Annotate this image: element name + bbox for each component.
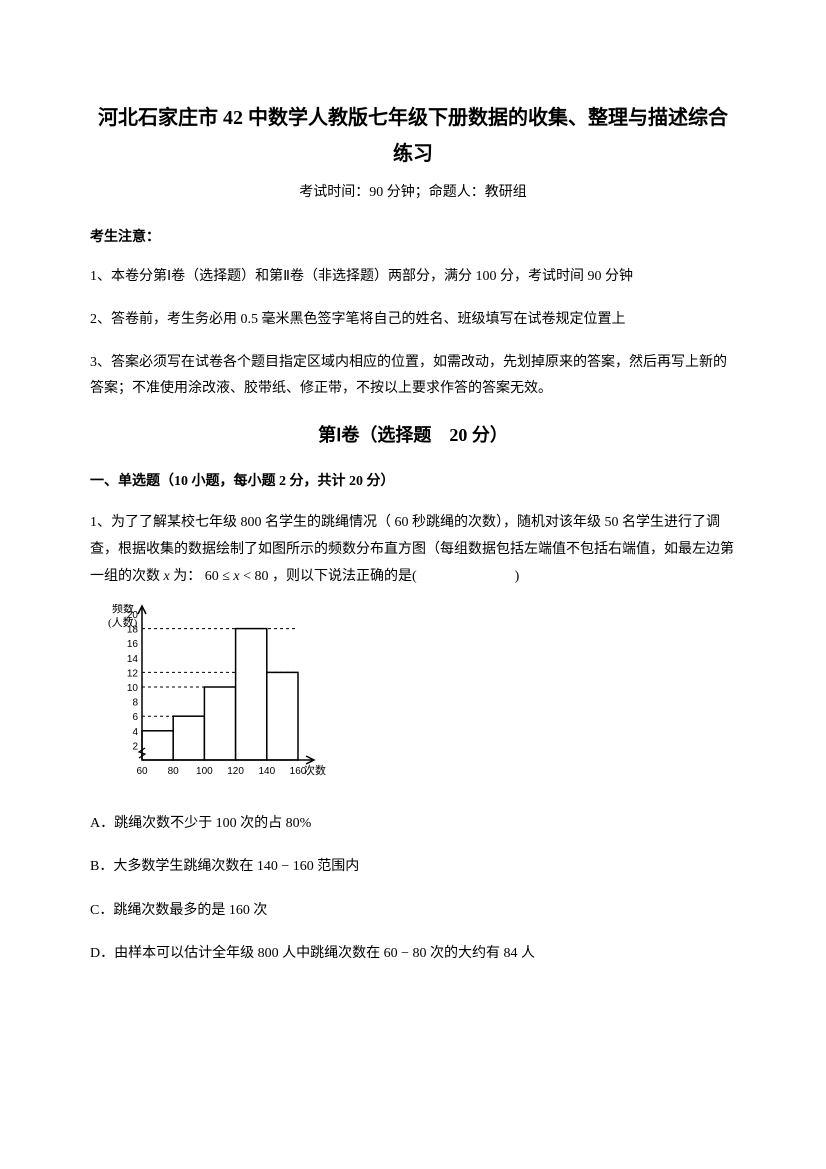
page-subtitle: 考试时间：90 分钟；命题人：教研组 [90,180,736,205]
notice-item-3: 3、答案必须写在试卷各个题目指定区域内相应的位置，如需改动，先划掉原来的答案，然… [90,350,736,403]
svg-text:次数: 次数 [304,763,326,777]
notice-header: 考生注意： [90,225,736,250]
svg-text:2: 2 [132,742,138,753]
svg-text:140: 140 [258,766,275,777]
svg-text:14: 14 [127,654,139,665]
svg-text:80: 80 [168,766,180,777]
question-1-post: < 80 ，则以下说法正确的是( ) [240,569,520,584]
svg-text:20: 20 [127,610,139,621]
option-c: C．跳绳次数最多的是 160 次 [90,898,736,923]
svg-text:100: 100 [196,766,213,777]
svg-text:4: 4 [132,727,138,738]
svg-text:16: 16 [127,639,139,650]
svg-text:120: 120 [227,766,244,777]
notice-item-2: 2、答卷前，考生务必用 0.5 毫米黑色签字笔将自己的姓名、班级填写在试卷规定位… [90,307,736,334]
page-title: 河北石家庄市 42 中数学人教版七年级下册数据的收集、整理与描述综合练习 [90,100,736,172]
question-type-header: 一、单选题（10 小题，每小题 2 分，共计 20 分） [90,469,736,494]
svg-text:10: 10 [127,683,139,694]
section-header: 第Ⅰ卷（选择题 20 分） [90,419,736,451]
question-1-text: 1、为了了解某校七年级 800 名学生的跳绳情况（ 60 秒跳绳的次数），随机对… [90,510,736,590]
question-1-mid: 为： 60 ≤ [170,569,234,584]
svg-text:18: 18 [127,625,139,636]
svg-text:12: 12 [127,669,139,680]
option-b: B．大多数学生跳绳次数在 140 − 160 范围内 [90,854,736,879]
option-a: A．跳绳次数不少于 100 次的占 80% [90,811,736,836]
option-d: D．由样本可以估计全年级 800 人中跳绳次数在 60 − 80 次的大约有 8… [90,941,736,966]
svg-text:8: 8 [132,698,138,709]
notice-item-1: 1、本卷分第Ⅰ卷（选择题）和第Ⅱ卷（非选择题）两部分，满分 100 分，考试时间… [90,264,736,291]
histogram-chart: 频数(人数)24681012141618206080100120140160次数 [98,604,736,793]
svg-text:6: 6 [132,712,138,723]
svg-text:60: 60 [136,766,148,777]
